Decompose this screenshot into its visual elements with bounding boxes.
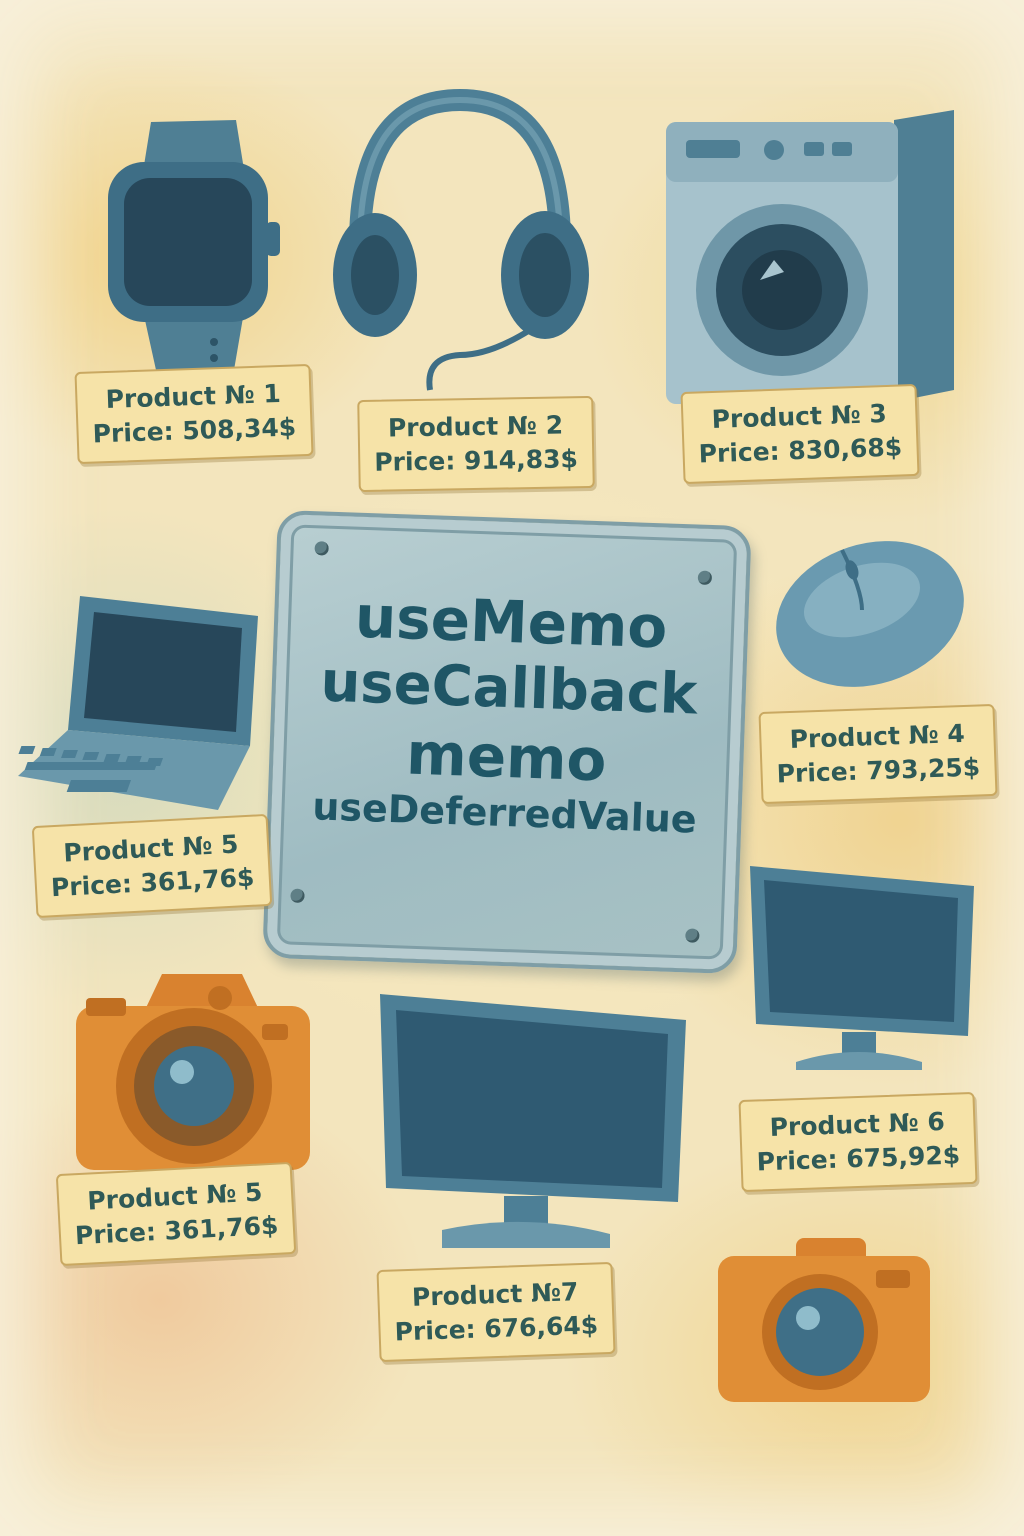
monitor-icon: [376, 990, 696, 1260]
rivet: [290, 888, 305, 904]
product-tag-6: Product № 6 Price: 675,92$: [738, 1091, 978, 1192]
product-tag-7: Product №7 Price: 676,64$: [376, 1261, 616, 1362]
rivet: [697, 570, 713, 586]
product-label: Product № 2: [387, 410, 564, 443]
product-tag-5-laptop: Product № 5 Price: 361,76$: [31, 813, 272, 918]
camera-icon: [72, 966, 322, 1176]
product-tag-3: Product № 3 Price: 830,68$: [680, 383, 920, 484]
product-price: Price: 830,68$: [698, 432, 903, 469]
laptop-icon: [18, 596, 268, 816]
product-tag-4: Product № 4 Price: 793,25$: [758, 703, 998, 804]
monitor-icon: [746, 856, 986, 1076]
product-price: Price: 675,92$: [756, 1140, 961, 1177]
hooks-sign: useMemo useCallback memo useDeferredValu…: [262, 509, 752, 975]
mouse-icon: [772, 530, 972, 700]
product-tag-1: Product № 1 Price: 508,34$: [74, 363, 314, 464]
product-tag-5-camera: Product № 5 Price: 361,76$: [55, 1161, 296, 1266]
washing-machine-icon: [664, 110, 964, 410]
product-price: Price: 914,83$: [374, 443, 579, 477]
product-price: Price: 676,64$: [394, 1310, 599, 1347]
compact-camera-icon: [716, 1236, 936, 1406]
hooks-list: useMemo useCallback memo useDeferredValu…: [271, 580, 745, 844]
product-tag-2: Product № 2 Price: 914,83$: [357, 395, 595, 492]
smartwatch-icon: [96, 112, 286, 372]
product-price: Price: 508,34$: [92, 412, 297, 449]
product-price: Price: 793,25$: [776, 752, 981, 789]
headphones-icon: [330, 85, 590, 405]
rivet: [685, 928, 700, 943]
rivet: [314, 541, 329, 556]
